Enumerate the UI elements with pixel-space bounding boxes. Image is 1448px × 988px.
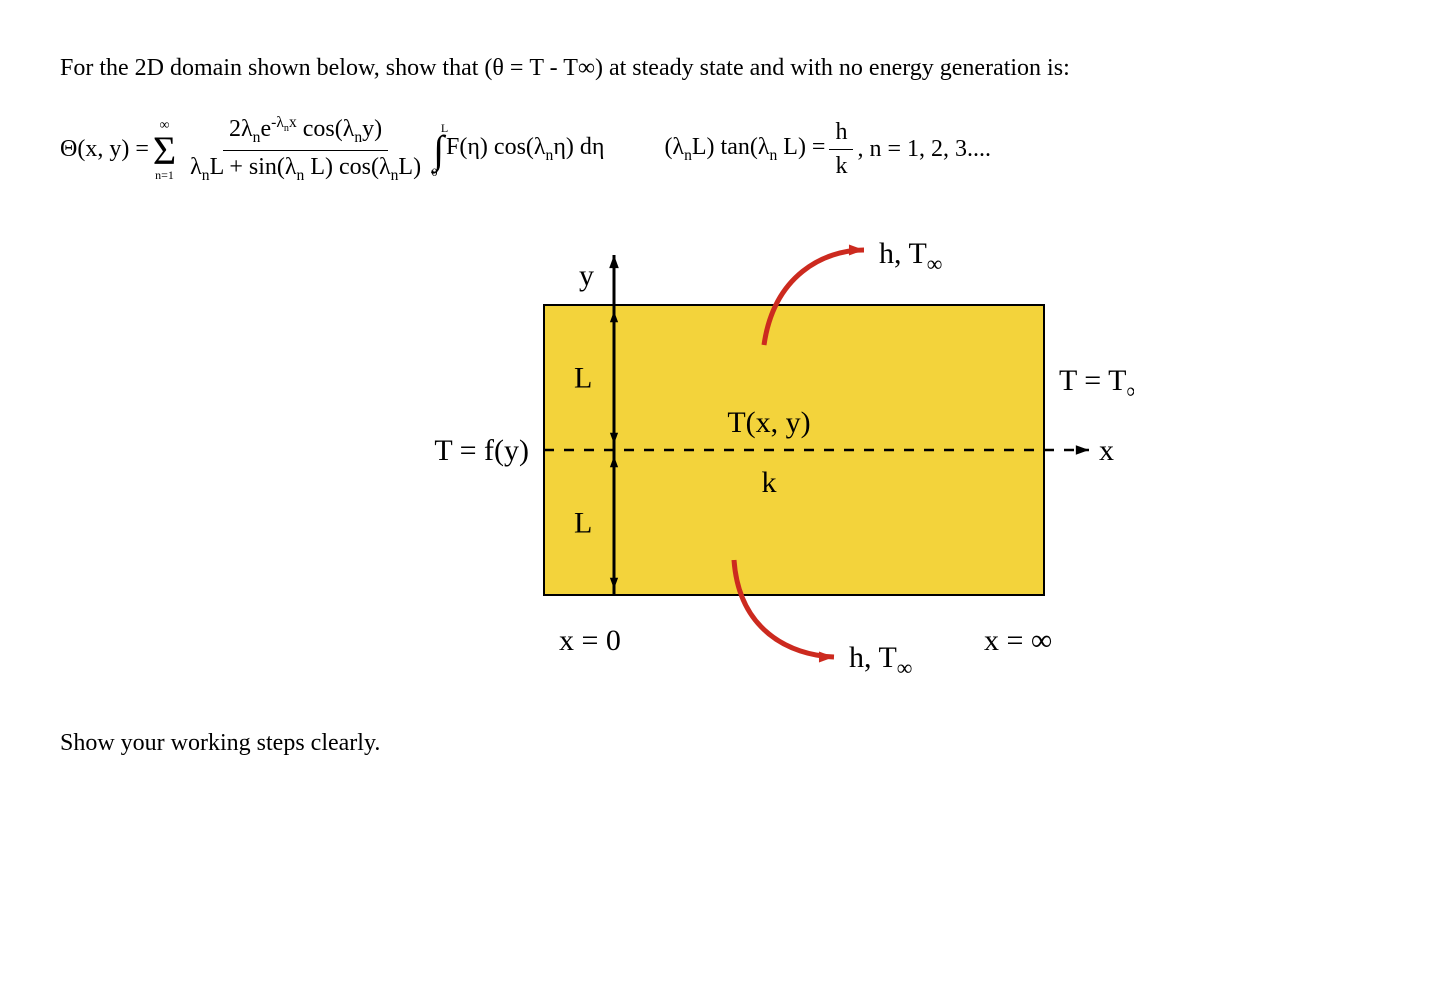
eq-side-tail: , n = 1, 2, 3.... [857,136,991,163]
svg-text:x = 0: x = 0 [559,624,621,657]
svg-text:L: L [574,507,592,540]
equation-side: (λnL) tan(λn L) = h k , n = 1, 2, 3.... [664,118,991,181]
frac-num: 2λne-λnx cos(λny) [223,114,388,151]
svg-text:y: y [579,259,594,292]
svg-text:h, T∞: h, T∞ [879,237,942,276]
side-frac-den: k [829,150,853,181]
svg-text:x: x [1099,434,1114,467]
svg-text:k: k [762,466,777,499]
svg-text:L: L [574,362,592,395]
diagram-container: y x L L T = f(y) T = T∞ T(x, y) k h, T∞ h, T∞ x = … [60,215,1388,695]
equation-row: Θ(x, y) = ∞ Σ n=1 2λne-λnx cos(λny) λnL … [60,114,1388,185]
frac-den: λnL + sin(λn L) cos(λnL) [184,151,427,186]
integrand: F(η) cos(λnη) dη [446,134,604,165]
problem-statement: For the 2D domain shown below, show that… [60,50,1388,86]
main-fraction: 2λne-λnx cos(λny) λnL + sin(λn L) cos(λn… [184,114,427,185]
int-upper: L [441,122,448,134]
int-symbol: ∫ [433,134,444,166]
instruction-line: Show your working steps clearly. [60,725,1388,761]
svg-text:x = ∞: x = ∞ [984,624,1052,657]
eq-side-lhs: (λnL) tan(λn L) = [664,134,825,165]
side-fraction: h k [829,118,853,181]
sigma-symbol: Σ [153,133,176,169]
svg-text:T = f(y): T = f(y) [434,434,529,467]
equation-main: Θ(x, y) = ∞ Σ n=1 2λne-λnx cos(λny) λnL … [60,114,604,185]
sigma: ∞ Σ n=1 [153,119,176,181]
int-lower: 0 [432,166,438,178]
svg-text:h, T∞: h, T∞ [849,641,912,680]
svg-text:T = T∞: T = T∞ [1059,364,1134,403]
integral: L ∫ 0 [433,122,444,178]
side-frac-num: h [829,118,853,150]
sigma-lower: n=1 [155,169,174,181]
eq-lhs: Θ(x, y) = [60,136,149,163]
svg-text:T(x, y): T(x, y) [727,406,810,439]
domain-diagram: y x L L T = f(y) T = T∞ T(x, y) k h, T∞ h, T∞ x = … [314,215,1134,695]
